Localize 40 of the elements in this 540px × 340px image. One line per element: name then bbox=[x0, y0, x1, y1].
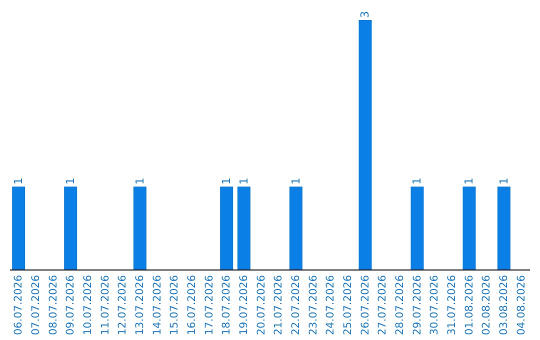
x-tick-label: 25.07.2026 bbox=[342, 274, 354, 336]
x-tick-label: 22.07.2026 bbox=[290, 274, 302, 336]
x-tick-label: 01.08.2026 bbox=[463, 274, 476, 336]
x-tick-label: 31.07.2026 bbox=[446, 274, 458, 336]
data-label: 1 bbox=[410, 178, 424, 185]
data-label: 1 bbox=[12, 178, 26, 185]
x-tick-label: 20.07.2026 bbox=[255, 274, 268, 336]
x-tick-label: 12.07.2026 bbox=[116, 274, 129, 336]
x-tick-label: 04.08.2026 bbox=[515, 274, 528, 336]
data-label: 1 bbox=[462, 178, 476, 185]
x-tick-label: 15.07.2026 bbox=[168, 274, 181, 336]
x-tick-label: 21.07.2026 bbox=[272, 274, 285, 336]
x-tick-label: 24.07.2026 bbox=[324, 274, 337, 336]
data-label: 1 bbox=[220, 178, 234, 185]
x-tick-label: 07.07.2026 bbox=[30, 274, 42, 336]
x-tick-label: 06.07.2026 bbox=[12, 274, 25, 336]
data-label: 1 bbox=[497, 178, 510, 185]
x-tick-label: 29.07.2026 bbox=[411, 274, 424, 336]
x-tick-label: 30.07.2026 bbox=[428, 274, 441, 336]
x-tick-label: 17.07.2026 bbox=[203, 274, 216, 336]
data-label: 1 bbox=[237, 178, 250, 185]
x-tick-label: 19.07.2026 bbox=[238, 274, 250, 336]
data-label: 3 bbox=[358, 11, 372, 18]
x-tick-label: 02.08.2026 bbox=[480, 274, 493, 336]
x-tick-label: 27.07.2026 bbox=[376, 274, 389, 336]
x-tick-label: 11.07.2026 bbox=[99, 274, 112, 336]
x-tick-label: 09.07.2026 bbox=[64, 274, 77, 336]
x-tick-label: 08.07.2026 bbox=[47, 274, 60, 336]
data-label: 1 bbox=[289, 178, 302, 185]
x-tick-label: 13.07.2026 bbox=[134, 274, 146, 336]
x-tick-label: 26.07.2026 bbox=[359, 274, 372, 336]
x-tick-label: 03.08.2026 bbox=[498, 274, 510, 336]
x-tick-label: 18.07.2026 bbox=[220, 274, 233, 336]
x-tick-label: 28.07.2026 bbox=[394, 274, 406, 336]
x-tick-label: 14.07.2026 bbox=[151, 274, 164, 336]
data-label: 1 bbox=[64, 178, 78, 185]
data-label: 1 bbox=[133, 178, 146, 185]
x-tick-label: 16.07.2026 bbox=[186, 274, 198, 336]
x-tick-label: 23.07.2026 bbox=[307, 274, 320, 336]
x-tick-label: 10.07.2026 bbox=[82, 274, 94, 336]
